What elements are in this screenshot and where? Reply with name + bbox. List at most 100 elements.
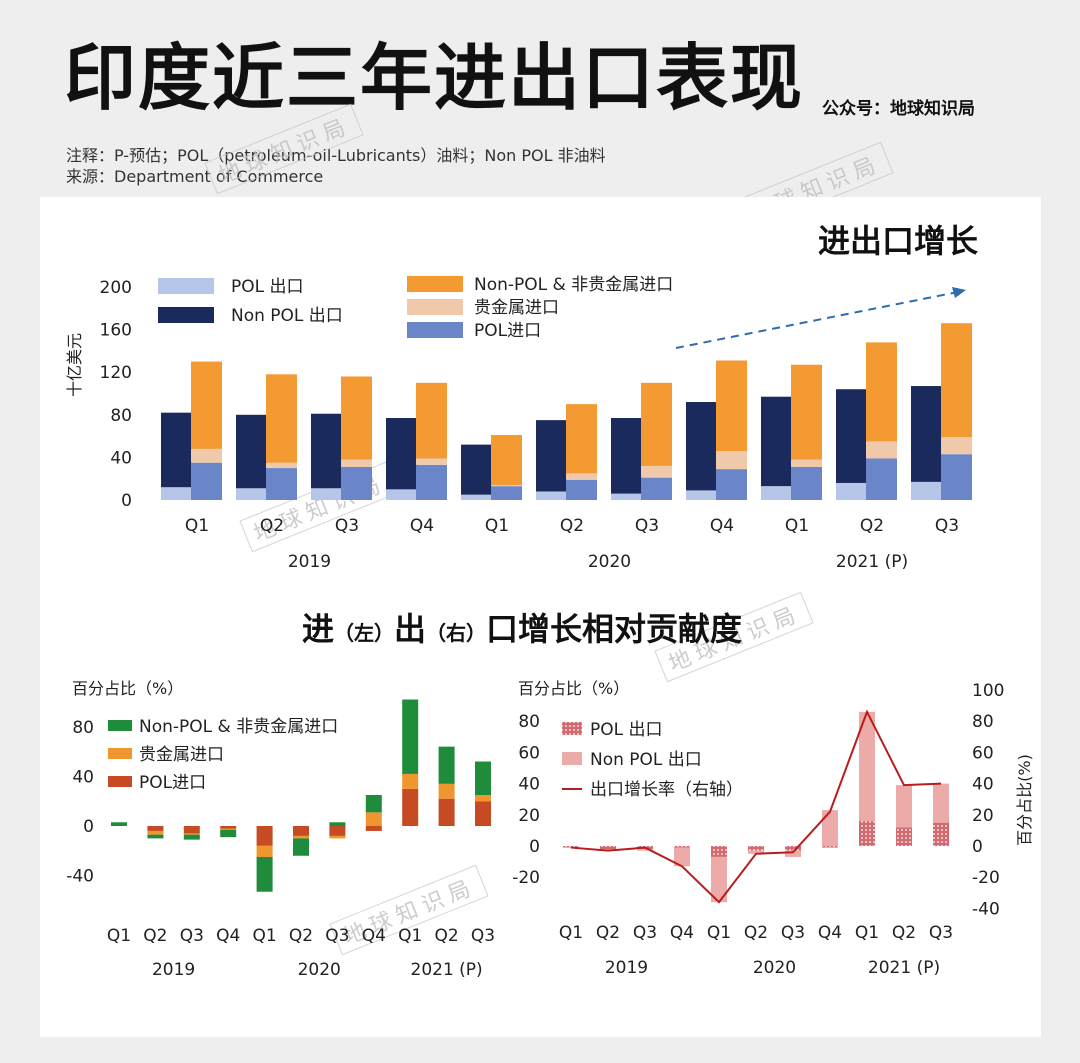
import-bar: [716, 451, 747, 470]
import-contribution-bar: [220, 826, 237, 829]
import-contribution-bar: [111, 822, 127, 826]
import-contribution-bar: [402, 773, 419, 789]
import-bar: [866, 342, 897, 442]
chart2-year: 2020: [298, 960, 341, 980]
chart3-year: 2021 (P): [868, 958, 940, 978]
export-bar: [461, 494, 492, 500]
import-contribution-bar: [293, 826, 309, 836]
export-bar: [386, 489, 417, 500]
import-bar: [941, 323, 972, 438]
import-contribution-bar: [293, 838, 309, 856]
chart2-xtick: Q3: [325, 926, 349, 946]
import-bar: [416, 458, 447, 465]
export-bar: [461, 444, 492, 495]
chart3-ytick: 60: [518, 743, 540, 763]
import-bar: [491, 486, 522, 500]
chart3-xtick: Q4: [670, 923, 694, 943]
import-bar: [941, 437, 972, 455]
chart2-legend-label: POL进口: [139, 773, 206, 793]
chart1-xtick: Q3: [635, 516, 659, 536]
chart1-legend-label: POL进口: [474, 321, 541, 341]
export-contribution-bar: [748, 846, 764, 851]
chart1-year: 2019: [288, 552, 331, 572]
import-bar: [641, 477, 672, 500]
export-bar: [536, 491, 567, 500]
import-bar: [791, 364, 822, 460]
chart1-ylabel: 十亿美元: [65, 333, 84, 397]
import-bar: [791, 466, 822, 500]
import-bar: [491, 435, 522, 486]
import-bar: [491, 485, 522, 487]
chart1-xtick: Q2: [260, 516, 284, 536]
chart2-ytick: 80: [72, 718, 94, 738]
chart2-ylabel: 百分占比（%）: [72, 679, 183, 698]
export-contribution-bar: [600, 846, 616, 850]
chart3-ylabel: 百分占比（%）: [518, 679, 629, 698]
export-bar: [536, 420, 567, 492]
chart2-xtick: Q2: [434, 926, 458, 946]
chart1-ytick: 120: [100, 363, 132, 383]
export-contribution-bar: [896, 785, 912, 828]
chart1-ytick: 0: [121, 491, 132, 511]
chart2-legend-swatch: [108, 776, 132, 787]
chart2-year: 2019: [152, 960, 195, 980]
source-text: 来源：Department of Commerce: [66, 167, 324, 186]
import-contribution-bar: [329, 822, 346, 826]
import-contribution-bar: [256, 857, 273, 892]
export-growth-line: [570, 709, 942, 904]
chart3-xtick: Q2: [744, 923, 768, 943]
chart1-xtick: Q1: [485, 516, 509, 536]
export-contribution-bar: [859, 711, 875, 822]
export-contribution-bar: [933, 783, 949, 823]
chart1-xtick: Q1: [785, 516, 809, 536]
page-title: 印度近三年进出口表现: [64, 36, 805, 120]
chart3-xtick: Q4: [818, 923, 842, 943]
chart2-xtick: Q4: [216, 926, 240, 946]
chart1-ytick: 200: [100, 278, 132, 298]
export-bar: [911, 386, 942, 482]
chart3-xtick: Q3: [929, 923, 953, 943]
import-bar: [641, 465, 672, 478]
import-contribution-bar: [438, 798, 455, 826]
export-bar: [686, 490, 717, 500]
chart3-ylabel-right: 百分占比(%): [1015, 754, 1034, 846]
import-bar: [341, 466, 372, 500]
export-bar: [611, 493, 642, 500]
export-contribution-bar: [637, 849, 653, 851]
chart1-ytick: 160: [100, 321, 132, 341]
account-name: 公众号：地球知识局: [822, 99, 975, 119]
import-contribution-bar: [475, 761, 491, 795]
export-bar: [686, 402, 717, 491]
import-contribution-bar: [256, 845, 273, 857]
export-contribution-bar: [711, 846, 727, 857]
chart2-xtick: Q1: [398, 926, 422, 946]
chart2-xtick: Q2: [289, 926, 313, 946]
export-contribution-bar: [785, 846, 801, 851]
import-contribution-bar: [183, 833, 200, 835]
import-contribution-bar: [147, 834, 164, 839]
chart1-year: 2021 (P): [836, 552, 908, 572]
chart1-xtick: Q1: [185, 516, 209, 536]
chart3-xtick: Q1: [707, 923, 731, 943]
chart1-legend-swatch: [407, 322, 463, 338]
chart2-legend-swatch: [108, 720, 132, 731]
chart3-ytick: 0: [529, 837, 540, 857]
chart3-year: 2020: [753, 958, 796, 978]
import-bar: [566, 479, 597, 500]
chart1-legend-swatch: [407, 299, 463, 315]
export-contribution-bar: [748, 850, 764, 854]
chart3-legend-label: Non POL 出口: [590, 750, 702, 770]
chart3-ytick-right: 60: [972, 743, 994, 763]
import-bar: [791, 459, 822, 467]
chart3-ytick: 20: [518, 806, 540, 826]
chart1-xtick: Q4: [710, 516, 734, 536]
chart2-xtick: Q1: [107, 926, 131, 946]
chart1-title: 进出口增长: [818, 222, 978, 260]
chart3-ytick-right: -20: [972, 868, 1000, 888]
chart2-ytick: 0: [83, 817, 94, 837]
chart3-ytick-right: 100: [972, 681, 1004, 701]
trend-arrow: [675, 291, 959, 349]
import-contribution-bar: [329, 835, 346, 839]
import-contribution-bar: [365, 812, 382, 826]
